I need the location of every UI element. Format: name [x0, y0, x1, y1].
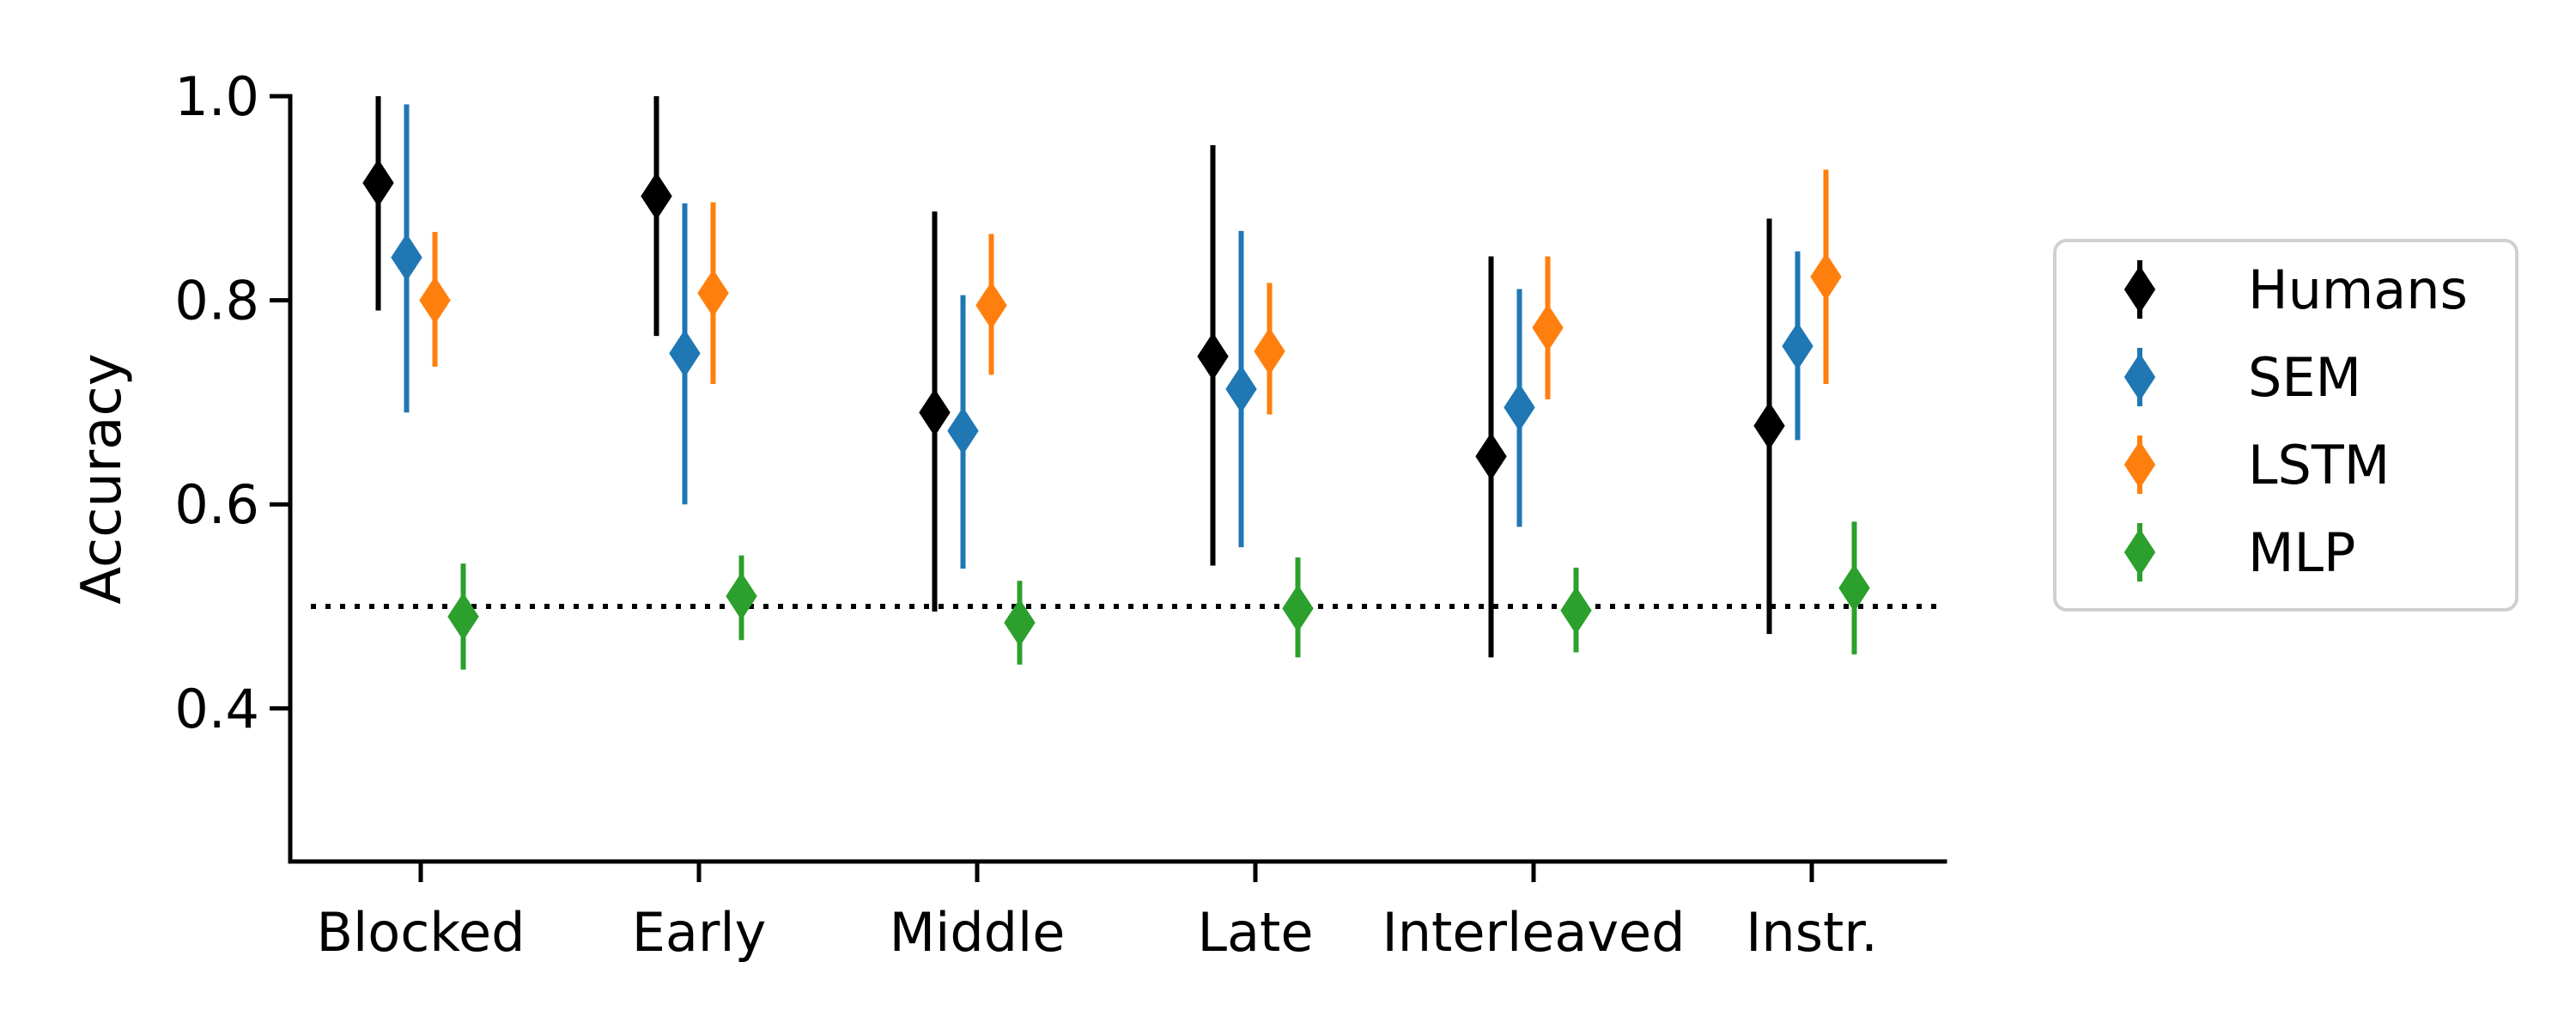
- data-point: [391, 233, 422, 282]
- data-point: [1753, 401, 1785, 450]
- data-point: [726, 572, 757, 620]
- y-tick-label: 0.6: [174, 473, 259, 536]
- data-point: [1810, 253, 1842, 301]
- x-tick-label: Blocked: [317, 901, 526, 964]
- data-point: [1225, 365, 1257, 413]
- legend: Humans SEM LSTM MLP: [2053, 239, 2518, 612]
- data-point: [1504, 383, 1535, 432]
- data-point: [1282, 584, 1314, 633]
- legend-label: SEM: [2248, 346, 2361, 409]
- data-point: [1560, 586, 1592, 635]
- x-tick-label: Middle: [890, 901, 1066, 964]
- legend-marker: [2123, 441, 2156, 489]
- legend-item: MLP: [2123, 521, 2355, 584]
- data-point: [919, 388, 951, 437]
- legend-box: [2053, 239, 2518, 612]
- data-point: [419, 276, 451, 325]
- y-tick-label: 1.0: [174, 65, 259, 128]
- legend-item: Humans: [2123, 259, 2468, 321]
- data-point: [975, 281, 1007, 330]
- data-point: [1532, 303, 1564, 352]
- legend-marker: [2123, 265, 2156, 314]
- x-tick-label: Interleaved: [1382, 901, 1685, 964]
- data-point: [1004, 599, 1036, 647]
- legend-label: Humans: [2248, 259, 2468, 321]
- legend-label: MLP: [2248, 521, 2355, 584]
- data-point: [697, 269, 729, 318]
- y-axis-label: Accuracy: [70, 353, 134, 604]
- series-mlp: [447, 521, 1870, 670]
- data-point: [1782, 322, 1814, 370]
- data-point: [1254, 327, 1285, 375]
- legend-label: LSTM: [2248, 434, 2390, 496]
- data-point: [1197, 332, 1229, 381]
- series-lstm: [419, 169, 1842, 415]
- series-sem: [391, 104, 1814, 569]
- x-tick-label: Late: [1198, 901, 1314, 964]
- x-tick-label: Instr.: [1746, 901, 1878, 964]
- data-point: [641, 172, 672, 221]
- x-tick-label: Early: [632, 901, 767, 964]
- legend-marker: [2123, 353, 2156, 401]
- y-tick-label: 0.8: [174, 270, 259, 332]
- legend-item: SEM: [2123, 346, 2361, 409]
- data-point: [669, 329, 701, 378]
- y-tick-label: 0.4: [174, 678, 259, 740]
- series-humans: [362, 96, 1785, 658]
- legend-marker: [2123, 528, 2156, 576]
- data-point: [1838, 563, 1870, 612]
- data-point: [447, 593, 479, 641]
- legend-item: LSTM: [2123, 434, 2390, 496]
- chart-marks: [362, 96, 1870, 670]
- data-point: [947, 406, 979, 455]
- axes: 0.4 0.6 0.8 1.0 Blocked Early Middle Late Interl…: [70, 65, 1947, 964]
- data-point: [362, 159, 394, 207]
- data-point: [1475, 432, 1507, 481]
